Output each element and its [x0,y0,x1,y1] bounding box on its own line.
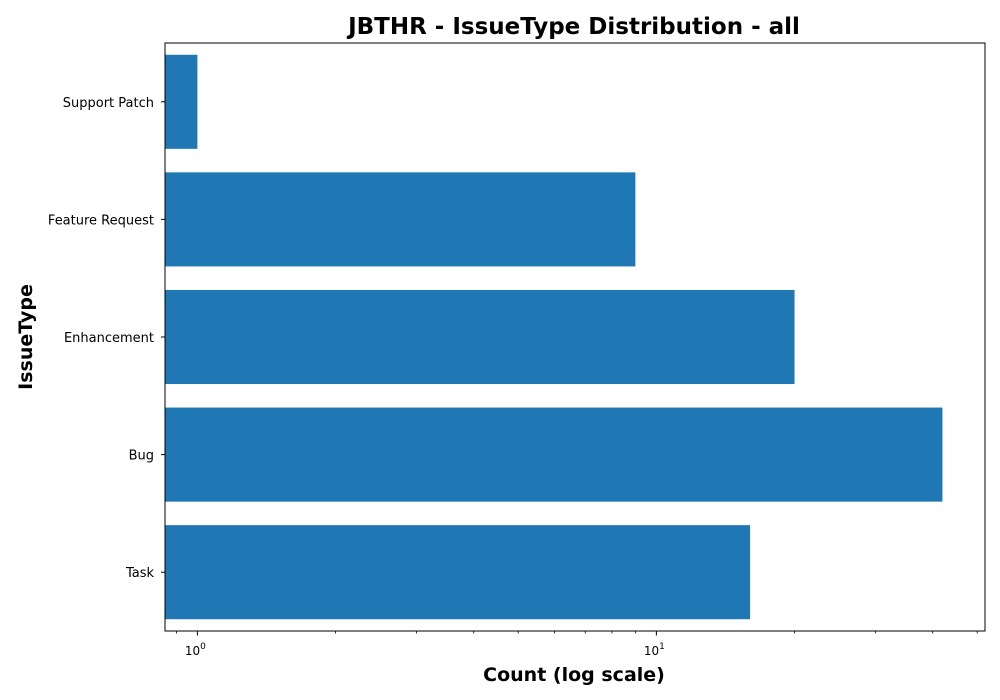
y-axis-label: IssueType [15,284,37,390]
y-tick-label-enhancement: Enhancement [64,331,154,346]
bar-feature-request [165,172,636,267]
x-axis-ticks: 100 101 [175,631,978,658]
chart-title: JBTHR - IssueType Distribution - all [346,14,800,40]
bar-task [165,525,751,620]
bars-layer [165,54,943,620]
bar-bug [165,407,943,502]
bar-support-patch [165,54,198,149]
y-tick-label-feature-request: Feature Request [48,213,154,228]
x-tick-label: 100 [185,642,206,658]
y-tick-label-task: Task [125,566,155,581]
x-tick-label: 101 [644,642,665,658]
plot-frame [164,42,986,632]
x-axis-label: Count (log scale) [483,664,665,686]
y-tick-label-support-patch: Support Patch [63,96,154,111]
bar-enhancement [165,289,795,385]
y-axis-ticks: Task Bug Enhancement Feature Request Support… [48,96,165,581]
y-tick-label-bug: Bug [129,449,154,464]
